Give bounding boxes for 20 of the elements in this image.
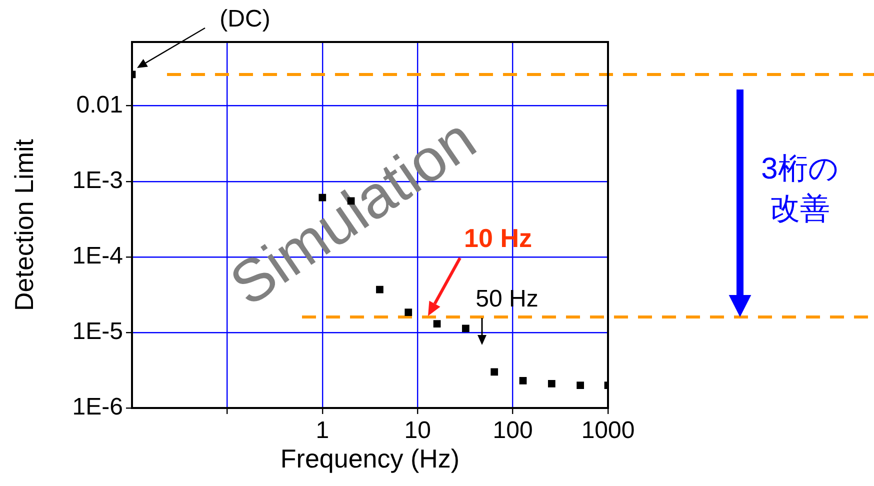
- point: [462, 324, 470, 332]
- y-tick-label: 1E-6: [72, 394, 123, 421]
- point: [404, 308, 412, 316]
- point: [548, 380, 556, 388]
- point: [433, 320, 441, 328]
- y-tick-label: 1E-3: [72, 167, 123, 194]
- text: (DC): [220, 6, 270, 33]
- y-axis-title: Detection Limit: [8, 138, 39, 311]
- text: 3桁の改善: [761, 152, 839, 226]
- point: [576, 382, 584, 389]
- point: [519, 376, 527, 384]
- x-axis-title: Frequency (Hz): [280, 444, 460, 474]
- x-tick-label: 100: [492, 417, 533, 444]
- point: [490, 368, 498, 376]
- y-tick-label: 1E-5: [72, 318, 123, 346]
- x-tick-label: 1000: [581, 417, 635, 444]
- y-tick-label: 0.01: [76, 91, 123, 118]
- x-tick-label: 10: [404, 417, 431, 444]
- x-tick-label: 1: [316, 417, 330, 444]
- y-tick-label: 1E-4: [72, 242, 123, 270]
